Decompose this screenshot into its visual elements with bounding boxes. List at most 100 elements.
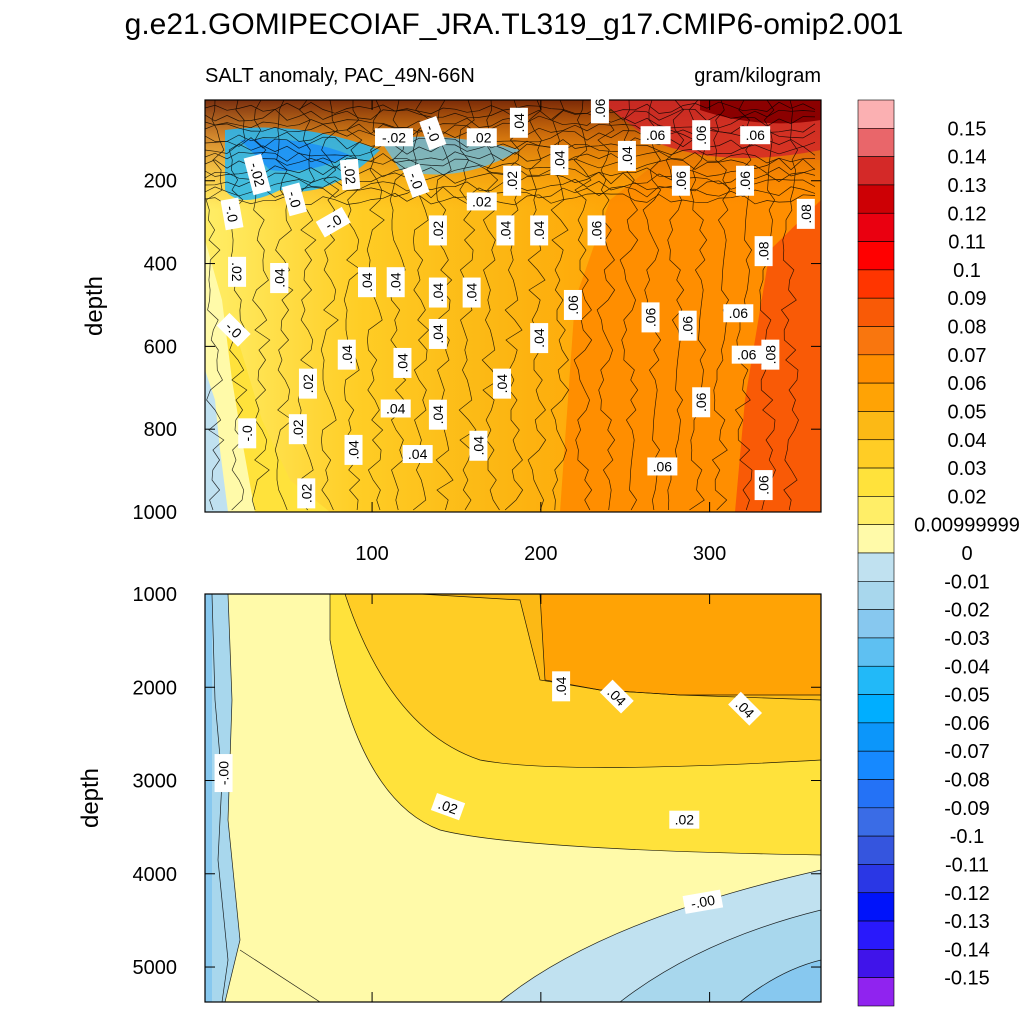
contour-label-box (220, 197, 244, 231)
contour-label-text: .02 (472, 193, 492, 209)
contour-label: .04 (380, 399, 411, 418)
contour-label-box (270, 263, 289, 294)
contour-label-text: -.00 (690, 892, 717, 912)
colorbar-label: -0.01 (944, 571, 990, 593)
contour-label: -.02 (375, 128, 414, 147)
upper-surface-contour (205, 157, 816, 171)
colorbar-swatch (857, 694, 895, 724)
contour-label-text: .04 (470, 436, 486, 456)
contour-label: .04 (337, 339, 356, 370)
contour-label: .02 (428, 215, 447, 246)
contour-label: .04 (270, 263, 289, 294)
contour-label-box (228, 256, 247, 287)
contour-label-text: .02 (472, 129, 492, 145)
colorbar-swatch (857, 779, 895, 809)
contour-label-box (509, 107, 528, 138)
upper-contours (205, 100, 816, 511)
contour-label-box (761, 339, 780, 370)
lower-frame (204, 593, 822, 1003)
contour-label: .02 (669, 810, 700, 829)
contour-label-box (344, 434, 363, 465)
colorbar-label: -0.06 (944, 713, 990, 735)
lower-region-neg-left (205, 594, 240, 1002)
lower-contour-line (239, 949, 321, 1002)
contour-label-text: .06 (737, 171, 753, 191)
contour-label: -.0 (220, 197, 244, 231)
colorbar-label: -0.15 (944, 968, 990, 990)
contour-label-box (428, 277, 447, 308)
colorbar-label: -0.12 (944, 883, 990, 905)
ytick-label: 1000 (133, 584, 178, 606)
colorbar-label: 0.00999999 (914, 515, 1020, 537)
contour-label: .06 (736, 165, 755, 196)
lower-contours (211, 594, 821, 1002)
contour-label-box (587, 215, 606, 246)
colorbar-label: 0.1 (953, 260, 981, 282)
contour-label-box (315, 206, 351, 238)
contour-label-text: -.0 (285, 189, 305, 209)
contour-label: .06 (731, 345, 762, 364)
contour-label: .02 (298, 368, 317, 399)
contour-label-text: .04 (408, 446, 428, 462)
colorbar-label: 0.07 (948, 345, 987, 367)
contour-label: -.0 (238, 418, 257, 449)
contour-label: .06 (740, 126, 771, 145)
colorbar-label: -0.08 (944, 770, 990, 792)
colorbar-swatch (857, 750, 895, 780)
ytick-label: 400 (144, 254, 177, 276)
lower-region-05 (540, 594, 821, 695)
contour-label-text: .06 (643, 307, 659, 327)
contour-label-text: .02 (300, 374, 316, 394)
colorbar-swatch (857, 722, 895, 752)
contour-label-text: .06 (680, 316, 696, 336)
contour-label: .04 (552, 671, 571, 702)
contour-label-text: .04 (531, 328, 547, 348)
contour-label-text: .08 (756, 241, 772, 261)
contour-label: .08 (796, 198, 815, 229)
colorbar-swatch (857, 892, 895, 922)
contour-label: .06 (640, 126, 671, 145)
contour-label-text: .04 (271, 268, 287, 288)
colorbar-label: 0.12 (948, 203, 987, 225)
ytick-label: 2000 (133, 677, 178, 699)
upper-surface-contour (205, 143, 816, 157)
colorbar-swatch (857, 326, 895, 356)
contour-label: .04 (530, 215, 549, 246)
colorbar-label: -0.13 (944, 911, 990, 933)
contour-label-text: .06 (565, 295, 581, 315)
contour-label-box (375, 128, 414, 147)
contour-label-text: -.0 (423, 123, 444, 144)
contour-label: .04 (509, 107, 528, 138)
contour-label-text: .04 (553, 676, 569, 696)
lower-contour-line (211, 594, 229, 1002)
contour-label: -.00 (214, 754, 233, 793)
upper-ylabel: depth (81, 276, 108, 336)
contour-label: .02 (466, 192, 497, 211)
colorbar-swatch (857, 665, 895, 695)
upper-region-neg (205, 370, 228, 512)
contour-label-box (238, 418, 257, 449)
lower-contour-line (739, 959, 821, 1002)
contour-label-text: .06 (693, 392, 709, 412)
contour-label-box (563, 289, 582, 320)
contour-label-box (428, 318, 447, 349)
contour-label-text: -.0 (239, 425, 255, 442)
contour-label: .04 (386, 267, 405, 298)
contour-label: .06 (563, 289, 582, 320)
lower-field (205, 594, 821, 1002)
contour-label: .02 (503, 165, 522, 196)
contour-label-box (678, 310, 697, 341)
colorbar-label: 0.08 (948, 317, 987, 339)
colorbar-swatch (857, 467, 895, 497)
contour-label-box (671, 165, 690, 196)
contour-label-box (641, 302, 660, 333)
contour-label: .02 (466, 128, 497, 147)
contour-label: .04 (428, 399, 447, 430)
contour-label-box (640, 126, 671, 145)
contour-label-box (214, 754, 233, 793)
contour-label-box (380, 399, 411, 418)
colorbar-swatch (857, 156, 895, 186)
contour-label-text: .06 (653, 458, 673, 474)
